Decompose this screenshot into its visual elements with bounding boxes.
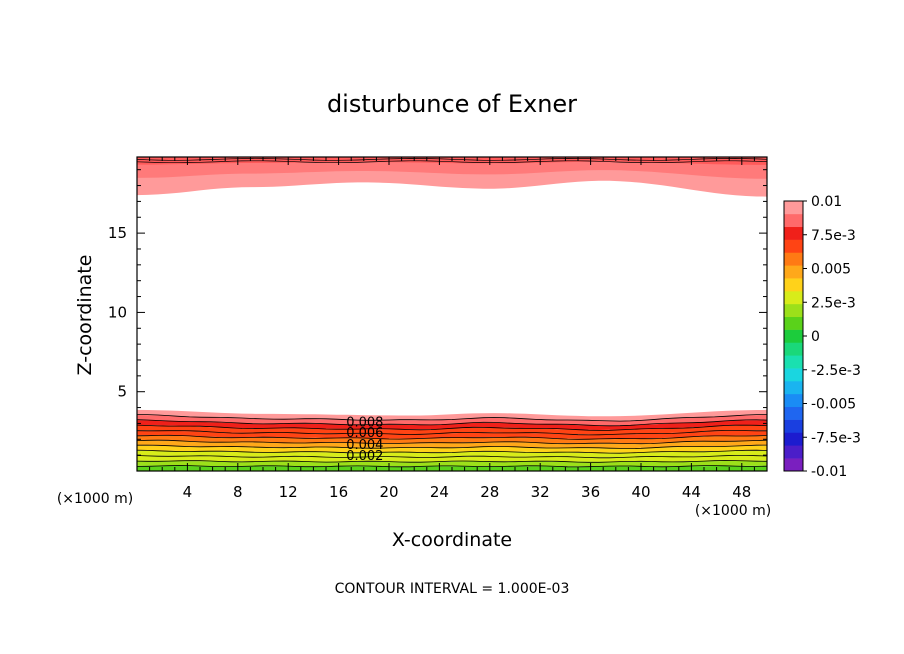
filled-band-bottom	[137, 450, 767, 458]
colorbar-swatch	[784, 252, 803, 266]
x-unit-label-right: (×1000 m)	[695, 503, 771, 519]
colorbar-tick-label: 7.5e-3	[811, 228, 856, 244]
chart-title: disturbunce of Exner	[327, 90, 577, 118]
colorbar-swatch	[784, 201, 803, 215]
colorbar: 0.01 7.5e-3 0.005 2.5e-3 0 -2.5e-3 -0.005 -7.5e…	[783, 194, 861, 480]
contour-line	[136, 439, 768, 445]
filled-band-bottom	[137, 440, 767, 449]
x-tick-label: 44	[682, 483, 701, 501]
x-axis-label: X-coordinate	[392, 529, 512, 551]
x-tick-label: 48	[732, 483, 751, 501]
contour-label: 0.006	[346, 426, 383, 441]
x-tick-label: 12	[279, 483, 298, 501]
colorbar-swatch	[784, 432, 803, 446]
filled-band-bottom	[137, 435, 767, 444]
colorbar-tick-label: -7.5e-3	[811, 430, 861, 446]
filled-band-bottom	[137, 415, 767, 426]
contour-label: 0.002	[346, 449, 383, 464]
filled-band-bottom	[137, 425, 767, 435]
filled-band-bottom	[137, 430, 767, 440]
x-tick-label: 36	[581, 483, 600, 501]
colorbar-swatch	[784, 342, 803, 356]
colorbar-swatch	[784, 458, 803, 472]
colorbar-swatch	[784, 265, 803, 279]
contour-label: 0.008	[346, 416, 383, 431]
colorbar-swatch	[784, 445, 803, 459]
contour-interval-note: CONTOUR INTERVAL = 1.000E-03	[335, 581, 570, 597]
colorbar-swatch	[784, 419, 803, 433]
x-tick-label: 20	[379, 483, 398, 501]
colorbar-swatch	[784, 291, 803, 305]
colorbar-swatch	[784, 393, 803, 408]
colorbar-tick-label: 0.01	[811, 194, 842, 210]
contour-label: 0.004	[346, 438, 383, 453]
colorbar-swatch	[784, 368, 803, 382]
contour-line	[136, 460, 768, 463]
colorbar-swatch	[784, 278, 803, 292]
contour-line	[136, 455, 768, 459]
y-axis-label: Z-coordinate	[74, 255, 96, 376]
colorbar-tick-label: -0.01	[811, 464, 847, 480]
contour-line	[136, 444, 768, 449]
x-tick-label: 32	[531, 483, 550, 501]
x-tick-label: 4	[183, 483, 193, 501]
colorbar-swatch	[784, 329, 803, 343]
contour-line	[136, 449, 768, 454]
x-tick-label: 8	[233, 483, 243, 501]
x-unit-label: (×1000 m)	[57, 491, 133, 507]
colorbar-swatch	[784, 239, 803, 253]
y-tick-label: 10	[108, 303, 127, 321]
contour-line	[137, 414, 767, 422]
x-tick-label: 24	[430, 483, 449, 501]
contour-line	[136, 465, 768, 468]
colorbar-tick-label: -0.005	[811, 397, 856, 413]
y-tick-label: 15	[108, 224, 127, 242]
colorbar-swatch	[784, 303, 803, 318]
contour-line	[136, 434, 768, 440]
contour-line	[136, 419, 768, 427]
x-tick-label: 40	[631, 483, 650, 501]
colorbar-swatch	[784, 316, 803, 330]
colorbar-tick-label: 2.5e-3	[811, 295, 856, 311]
contour-line	[136, 430, 767, 436]
colorbar-swatch	[784, 226, 803, 240]
contour-line	[136, 160, 768, 164]
y-tick-label: 5	[117, 383, 127, 401]
colorbar-tick-label: -2.5e-3	[811, 363, 861, 379]
colorbar-tick-label: 0	[811, 329, 820, 345]
colorbar-tick-label: 0.005	[811, 262, 851, 278]
filled-band-bottom	[137, 455, 767, 462]
contour-line	[136, 424, 768, 431]
colorbar-swatch	[784, 355, 803, 369]
colorbar-swatch	[784, 213, 803, 228]
x-tick-label: 16	[329, 483, 348, 501]
colorbar-swatch	[784, 406, 803, 420]
x-tick-label: 28	[480, 483, 499, 501]
colorbar-swatch	[784, 381, 803, 395]
filled-band-bottom	[137, 409, 767, 421]
